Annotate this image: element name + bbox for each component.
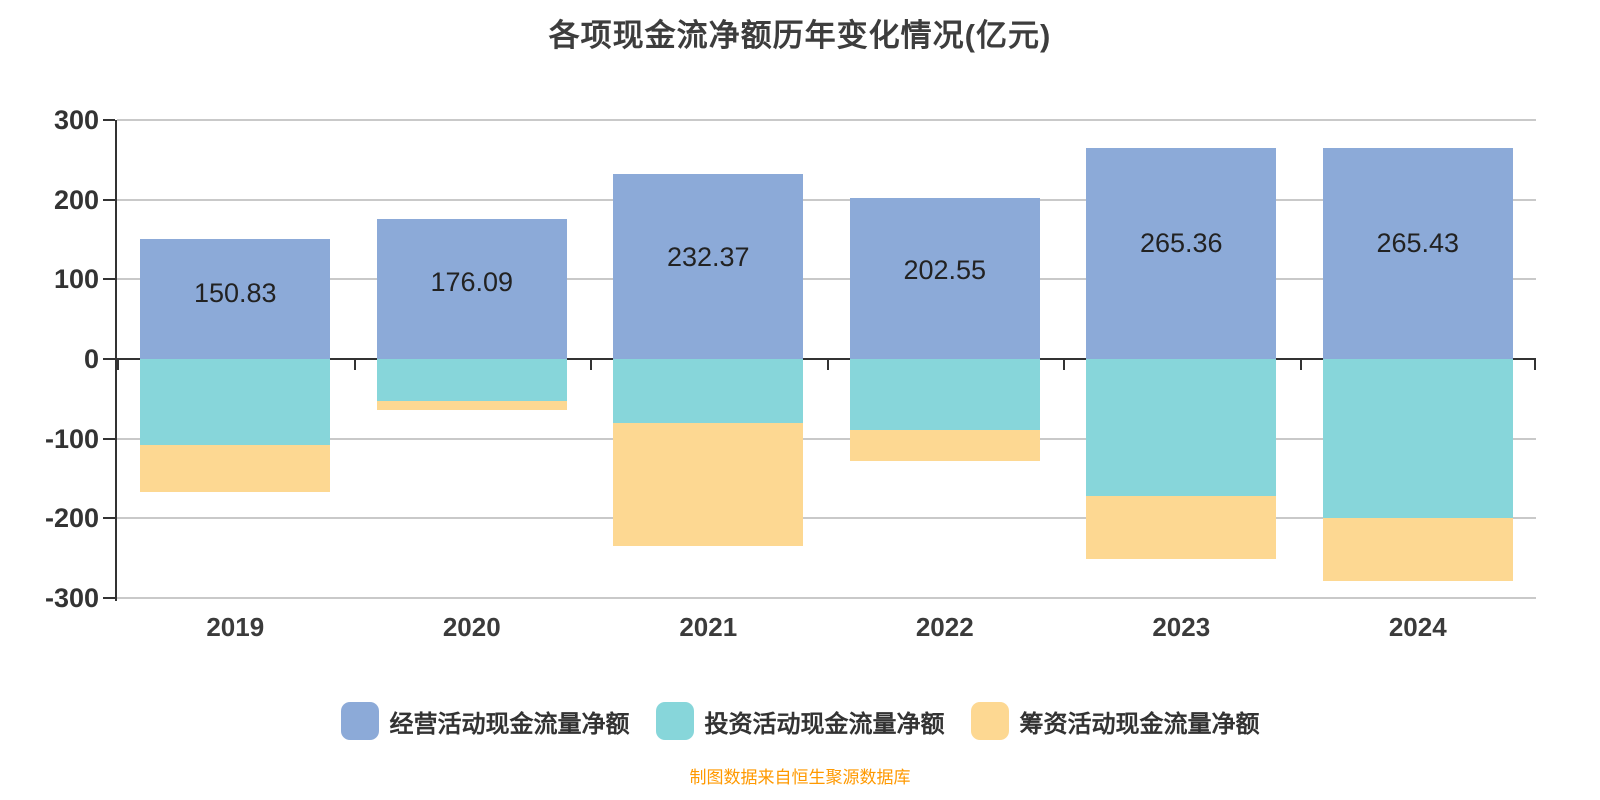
bar-segment-2023 [1086, 496, 1277, 560]
investing-series-swatch-icon [655, 702, 694, 740]
bar-segment-2024 [1322, 359, 1513, 518]
x-axis-category-label: 2020 [442, 612, 501, 642]
x-axis-tick [1534, 359, 1536, 370]
gridline-200 [117, 198, 1536, 201]
bar-segment-2019 [140, 445, 331, 493]
x-axis-tick [590, 359, 592, 370]
bar-segment-2024 [1322, 147, 1513, 359]
bar-value-label: 265.36 [1139, 227, 1223, 258]
chart-title: 各项现金流净额历年变化情况(亿元) [548, 18, 1052, 53]
bar-segment-2019 [140, 359, 331, 446]
bar-segment-2023 [1086, 147, 1277, 359]
gridline-100 [117, 278, 1536, 281]
bar-segment-2022 [849, 359, 1040, 430]
operating-series-swatch-icon [340, 702, 379, 740]
y-axis-tick-label: -200 [44, 503, 99, 534]
legend-label-operating: 经营活动现金流量净额 [389, 710, 630, 738]
bar-value-label: 265.43 [1376, 227, 1460, 258]
x-axis-tick [117, 359, 119, 370]
x-axis-category-label: 2023 [1152, 612, 1211, 642]
y-axis-tick [103, 278, 115, 281]
bar-segment-2022 [849, 429, 1040, 461]
gridline-300 [117, 119, 1536, 121]
y-axis-tick [103, 119, 115, 121]
bar-segment-2022 [849, 197, 1040, 359]
bar-value-label: 150.83 [193, 277, 277, 308]
y-axis-line [115, 120, 117, 601]
y-axis-tick-label: 300 [53, 105, 99, 135]
y-axis-tick [103, 517, 115, 520]
legend-label-financing: 筹资活动现金流量净额 [1019, 710, 1260, 738]
bar-segment-2021 [613, 173, 804, 359]
bar-segment-2020 [376, 400, 567, 410]
y-axis-tick [103, 198, 115, 201]
legend-item-financing[interactable]: 筹资活动现金流量净额 [970, 702, 1260, 740]
plot-area: 150.83 176.09 232.37 202.55 265.36 265.43 300… [45, 105, 1536, 642]
bar-segment-2024 [1322, 517, 1513, 581]
y-axis-tick-label: -300 [44, 583, 99, 613]
x-axis-category-label: 2021 [679, 612, 738, 642]
y-axis-tick [103, 358, 115, 360]
bar-value-label: 176.09 [430, 266, 514, 297]
bar-segment-2019 [140, 238, 331, 359]
x-axis-category-label: 2024 [1388, 612, 1447, 642]
y-axis-tick-label: 100 [53, 264, 99, 295]
gridline--300 [117, 597, 1536, 599]
bar-segment-2020 [376, 359, 567, 401]
y-axis-tick-label: 0 [83, 344, 99, 374]
gridline--200 [117, 517, 1536, 520]
y-axis-tick [103, 597, 115, 599]
x-axis-tick [826, 359, 829, 370]
bar-value-label: 232.37 [666, 242, 750, 273]
y-axis-tick-label: -100 [44, 423, 99, 454]
bar-segment-2021 [613, 359, 804, 423]
data-source-note: 制图数据来自恒生聚源数据库 [689, 768, 911, 787]
legend-item-investing[interactable]: 投资活动现金流量净额 [655, 702, 945, 740]
y-axis-tick-label: 200 [53, 184, 99, 215]
y-axis-tick [103, 437, 115, 440]
x-axis-category-label: 2019 [206, 612, 265, 642]
x-axis-tick [1063, 359, 1065, 370]
x-axis-category-label: 2022 [915, 612, 974, 642]
bar-segment-2021 [613, 422, 804, 547]
bar-value-label: 202.55 [903, 255, 987, 286]
x-axis-tick [353, 359, 356, 370]
financing-series-swatch-icon [970, 702, 1009, 740]
chart-legend: 经营活动现金流量净额 投资活动现金流量净额 筹资活动现金流量净额 [0, 702, 1600, 740]
gridline--100 [117, 437, 1536, 440]
x-axis-tick [1299, 359, 1302, 370]
bar-segment-2023 [1086, 359, 1277, 497]
bar-segment-2020 [376, 218, 567, 359]
legend-label-investing: 投资活动现金流量净额 [704, 710, 945, 738]
legend-item-operating[interactable]: 经营活动现金流量净额 [340, 702, 630, 740]
